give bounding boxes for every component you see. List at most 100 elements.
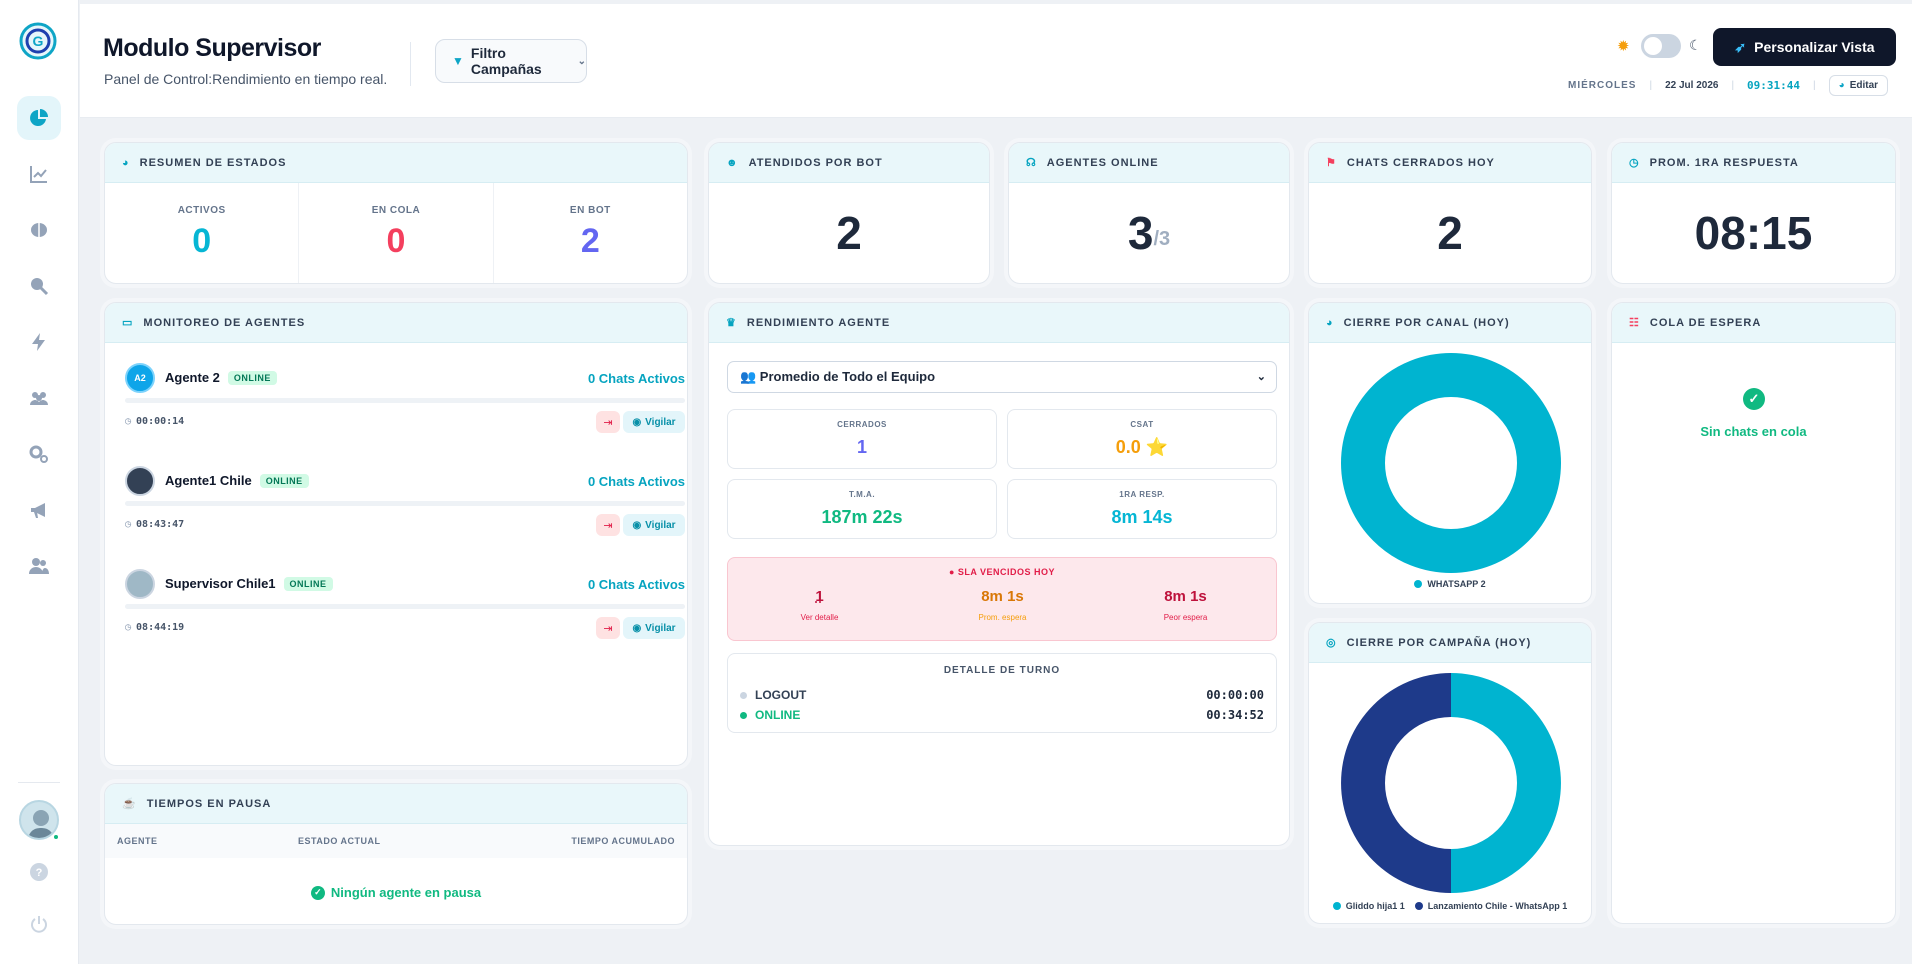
watch-button[interactable]: ◉ Vigilar [623,617,685,639]
campaign-filter-button[interactable]: ▼ Filtro Campañas ⌄ [435,39,587,83]
watch-button[interactable]: ◉ Vigilar [623,411,685,433]
agent-name: Agente 2 [165,370,220,385]
status-dot [740,692,747,699]
logout-icon: ⇥ [603,622,613,635]
slice-lanzamiento-chile-whatsapp[interactable] [1341,673,1451,893]
eye-icon: ◉ [632,519,642,531]
active-chats: 0 Chats Activos [587,371,685,386]
coffee-icon: ☕ [122,798,137,810]
nav-users-icon[interactable] [17,544,61,588]
header: Modulo Supervisor Panel de Control:Rendi… [80,4,1912,118]
agent-select[interactable]: 👥 Promedio de Todo el Equipo ⌄ [727,361,1277,393]
agent-name: Agente1 Chile [165,473,252,488]
nav-search-icon[interactable] [17,264,61,308]
col-agent: AGENTE [117,836,158,846]
legend-item: Gliddo hija1 1 [1332,901,1405,911]
force-logout-button[interactable]: ⇥ [596,514,620,536]
watch-button[interactable]: ◉ Vigilar [623,514,685,536]
clock-icon: ◷ [125,519,132,530]
force-logout-button[interactable]: ⇥ [596,411,620,433]
pie-icon: ◕ [122,156,130,169]
metric-value: 0.0 ⭐ [1115,437,1169,457]
separator: | [1649,79,1653,91]
page-subtitle: Panel de Control:Rendimiento en tiempo r… [104,71,388,87]
avatar [125,466,155,496]
card-title: RENDIMIENTO AGENTE [746,316,891,329]
shift-detail: DETALLE DE TURNO LOGOUT 00:00:00 ONLINE 00… [727,653,1277,733]
close-by-campaign-card: ◎ CIERRE POR CAMPAÑA (HOY) Gliddo hija1 1… [1308,622,1592,924]
metric-cerrados: CERRADOS 1 [727,409,997,469]
nav-settings-icon[interactable] [17,432,61,476]
metric-csat: CSAT 0.0 ⭐ [1007,409,1277,469]
nav-bolt-icon[interactable] [17,320,61,364]
load-bar [125,398,685,403]
trophy-icon: ♛ [726,317,737,329]
power-icon[interactable] [17,902,61,946]
svg-text:?: ? [36,867,43,879]
status-badge: ONLINE [283,576,333,591]
agent-monitoring-card: ▭ MONITOREO DE AGENTES A2 Agente 2 ONLINE … [104,302,688,766]
avatar: A2 [125,363,155,393]
nav-analytics-icon[interactable] [17,152,61,196]
user-online-indicator [52,833,60,841]
sun-icon: ✹ [1617,38,1630,55]
watch-label: Vigilar [645,416,676,428]
filter-icon: ▼ [452,54,464,68]
card-title: CHATS CERRADOS HOY [1346,156,1495,169]
active-chats: 0 Chats Activos [587,474,685,489]
pause-times-card: ☕ TIEMPOS EN PAUSA AGENTE ESTADO ACTUAL T… [104,783,688,925]
nav-brain-icon[interactable] [17,208,61,252]
day-label: MIÉRCOLES [1568,79,1637,91]
edit-button[interactable]: ◕ Editar [1828,74,1889,96]
moon-icon: ☾ [1689,37,1702,53]
metric-value: 8m 14s [1111,507,1173,527]
status-dot [740,712,747,719]
date-label: 22 Jul 2026 [1665,79,1719,91]
stat-value: 0 [386,222,406,260]
card-title: CIERRE POR CANAL (HOY) [1343,316,1510,329]
metric-tma: T.M.A. 187m 22s [727,479,997,539]
status-badge: ONLINE [227,370,277,385]
chevron-down-icon: ⌄ [577,55,586,67]
app-logo-icon[interactable]: G [19,20,57,62]
stat-en-bot: EN BOT 2 [569,205,611,260]
page-title: Modulo Supervisor [103,34,321,62]
sidebar-divider [18,782,60,783]
help-icon[interactable]: ? [17,850,61,894]
theme-toggle[interactable] [1641,34,1681,58]
slice-gliddo-hija1[interactable] [1451,673,1561,893]
nav-megaphone-icon[interactable] [17,488,61,532]
separator: | [1731,79,1735,91]
nav-team-icon[interactable] [17,376,61,420]
monitor-icon: ▭ [122,317,134,329]
slice-whatsapp[interactable] [1341,353,1561,573]
shift-row: LOGOUT 00:00:00 [740,686,1264,704]
chart-legend: Gliddo hija1 1 Lanzamiento Chile - Whats… [1309,901,1591,911]
card-title: PROM. 1RA RESPUESTA [1649,156,1799,169]
flag-icon: ⚑ [1326,157,1337,169]
first-response-card: ◷ PROM. 1RA RESPUESTA 08:15 [1611,142,1896,284]
target-icon: ◎ [1326,637,1337,649]
channel-donut-chart [1341,353,1561,573]
robot-icon: ☻ [726,156,739,169]
legend-item: WHATSAPP 2 [1414,579,1486,589]
status-summary-card: ◕ RESUMEN DE ESTADOS ACTIVOS 0 EN COLA 0 EN… [104,142,688,284]
card-title: CIERRE POR CAMPAÑA (HOY) [1346,636,1532,649]
shift-state: LOGOUT [755,688,807,702]
table-header: AGENTE ESTADO ACTUAL TIEMPO ACUMULADO [105,824,687,858]
status-badge: ONLINE [259,473,309,488]
bot-attended-card: ☻ ATENDIDOS POR BOT 2 [708,142,990,284]
pause-empty-message: Ningún agente en pausa [330,885,482,900]
nav-dashboard-icon[interactable] [17,96,61,140]
first-response-value: 08:15 [1694,207,1813,259]
header-divider [410,42,411,86]
queue-card: ☷ COLA DE ESPERA ✓ Sin chats en cola [1611,302,1896,924]
sla-count[interactable]: 1 Ver detalle [800,588,839,622]
force-logout-button[interactable]: ⇥ [596,617,620,639]
palette-icon: ◕ [1838,79,1845,91]
load-bar [125,604,685,609]
pause-empty-row: ✓ Ningún agente en pausa [105,885,687,900]
sla-worst-wait: 8m 1s Peor espera [1163,588,1208,622]
bot-attended-value: 2 [836,207,862,259]
customize-view-button[interactable]: ➶ Personalizar Vista [1713,28,1896,66]
